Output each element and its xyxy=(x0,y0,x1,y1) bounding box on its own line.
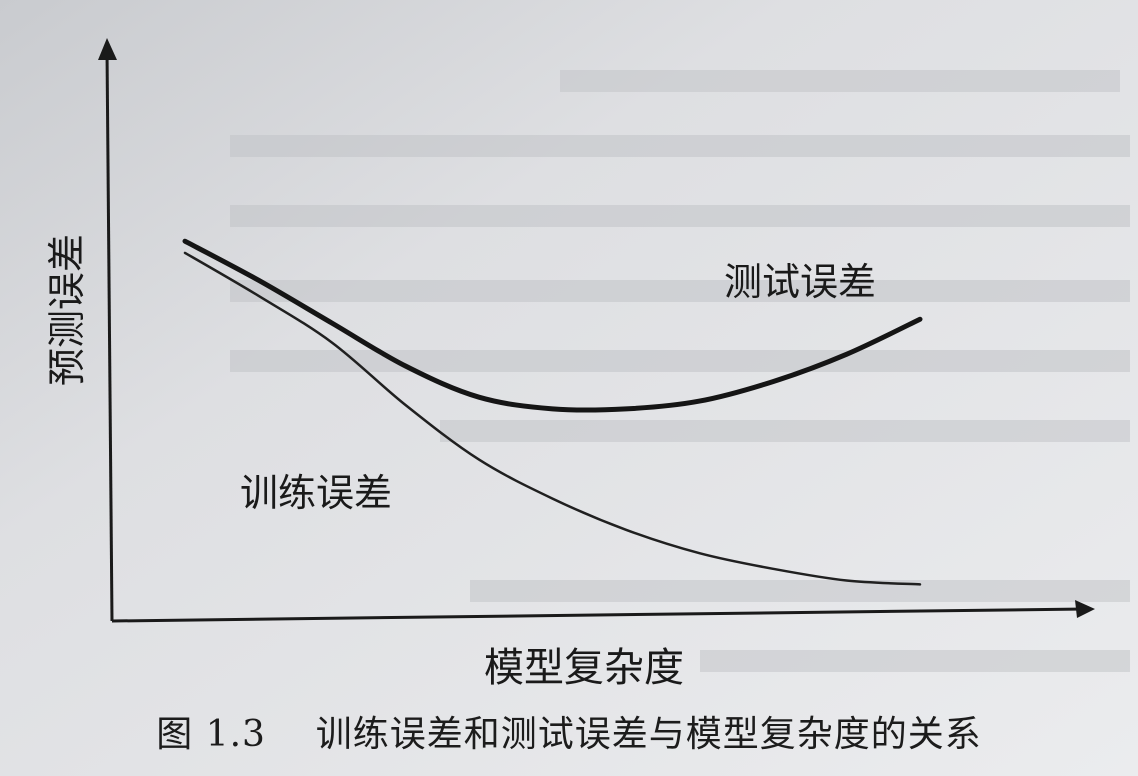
y-axis-arrowhead xyxy=(98,38,117,60)
series-label-test-error: 测试误差 xyxy=(724,260,876,304)
y-axis xyxy=(98,38,117,622)
figure-number: 图 1.3 xyxy=(156,714,266,755)
x-axis-line xyxy=(111,607,1086,623)
series-line-test-error xyxy=(182,238,923,413)
series-label-train-error: 训练误差 xyxy=(240,471,392,515)
y-axis-label: 预测误差 xyxy=(45,234,89,386)
figure-caption: 图 1.3 训练误差和测试误差与模型复杂度的关系 xyxy=(0,705,1138,765)
series-layer xyxy=(182,238,923,586)
x-axis-arrowhead xyxy=(1075,600,1095,618)
series-line-train-error xyxy=(183,251,922,586)
figure-caption-text: 训练误差和测试误差与模型复杂度的关系 xyxy=(315,714,982,755)
x-axis xyxy=(111,600,1095,623)
x-axis-label: 模型复杂度 xyxy=(484,645,684,691)
y-axis-line xyxy=(105,49,114,622)
